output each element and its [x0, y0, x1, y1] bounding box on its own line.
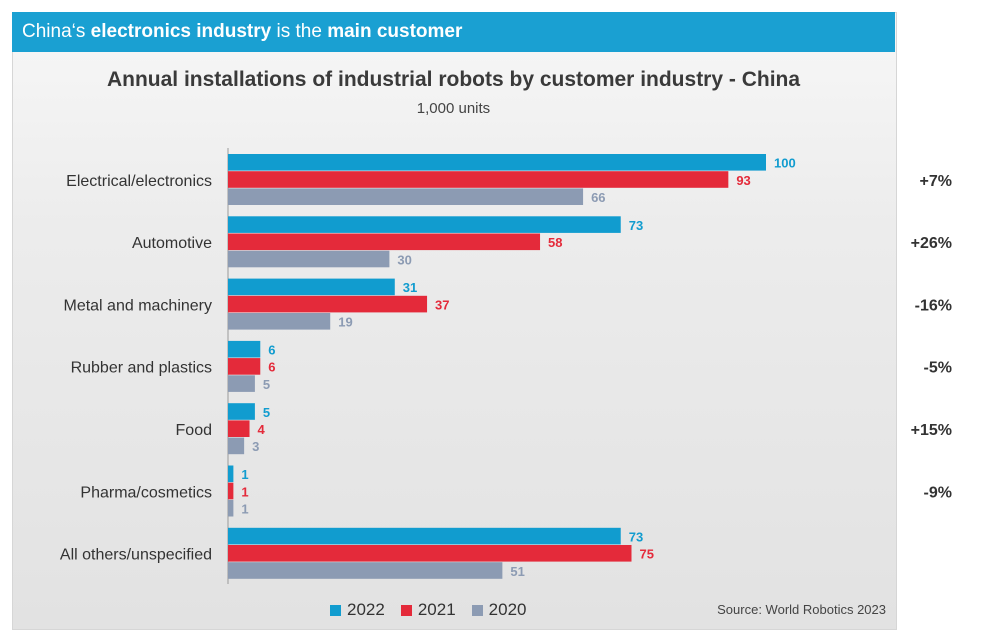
bar-2021-all-others-unspecified — [228, 545, 632, 562]
growth-label-automotive: +26% — [911, 235, 952, 252]
banner-part: is the — [271, 21, 328, 42]
value-label-2020-metal-and-machinery: 19 — [338, 315, 352, 330]
banner-part: China‘s — [22, 21, 91, 42]
bar-2020-metal-and-machinery — [228, 313, 331, 330]
bar-2021-food — [228, 420, 250, 437]
legend-label-2021: 2021 — [417, 600, 456, 619]
value-label-2021-food: 4 — [258, 422, 266, 437]
value-label-2021-electrical-electronics: 93 — [736, 173, 750, 188]
category-label-metal-and-machinery: Metal and machinery — [63, 297, 212, 314]
bar-2020-food — [228, 437, 245, 455]
bar-2022-electrical-electronics — [228, 154, 766, 171]
bar-2021-electrical-electronics — [228, 171, 729, 188]
bar-2022-automotive — [228, 216, 621, 233]
legend-item-2020: 2020 — [471, 600, 527, 620]
legend-label-2022: 2022 — [347, 600, 385, 619]
value-label-2020-automotive: 30 — [397, 252, 411, 267]
bar-2020-pharma-cosmetics — [228, 499, 234, 517]
value-label-2020-food: 3 — [252, 439, 259, 454]
bar-2020-electrical-electronics — [228, 188, 584, 205]
value-label-2022-pharma-cosmetics: 1 — [241, 467, 248, 482]
banner-part-bold: main customer — [327, 21, 463, 42]
bar-2022-food — [228, 403, 255, 420]
growth-label-food: +15% — [911, 422, 952, 439]
value-label-2022-metal-and-machinery: 31 — [403, 280, 417, 295]
value-label-2020-pharma-cosmetics: 1 — [241, 502, 248, 517]
chart-panel — [12, 12, 897, 630]
value-label-2021-metal-and-machinery: 37 — [435, 297, 449, 312]
growth-label-pharma-cosmetics: -9% — [924, 484, 952, 501]
growth-label-rubber-and-plastics: -5% — [924, 360, 952, 377]
bar-2022-pharma-cosmetics — [228, 465, 234, 483]
bar-2022-all-others-unspecified — [228, 527, 621, 545]
legend-swatch-2022 — [330, 604, 341, 616]
growth-label-metal-and-machinery: -16% — [915, 297, 952, 314]
category-label-electrical-electronics: Electrical/electronics — [66, 173, 212, 190]
category-label-pharma-cosmetics: Pharma/cosmetics — [80, 484, 212, 501]
legend-swatch-2020 — [471, 604, 483, 616]
growth-label-electrical-electronics: +7% — [920, 173, 952, 190]
value-label-2021-all-others-unspecified: 75 — [640, 547, 654, 562]
category-label-rubber-and-plastics: Rubber and plastics — [71, 360, 212, 377]
bar-2020-all-others-unspecified — [228, 562, 503, 579]
bar-2021-rubber-and-plastics — [228, 358, 261, 375]
value-label-2020-rubber-and-plastics: 5 — [263, 377, 270, 392]
value-label-2022-rubber-and-plastics: 6 — [268, 343, 275, 358]
category-label-automotive: Automotive — [132, 235, 212, 252]
source-note: Source: World Robotics 2023 — [717, 602, 886, 617]
chart-title: Annual installations of industrial robot… — [106, 68, 801, 91]
category-label-food: Food — [176, 422, 212, 439]
bar-2021-pharma-cosmetics — [228, 482, 234, 500]
value-label-2022-food: 5 — [263, 405, 270, 420]
value-label-2022-electrical-electronics: 100 — [774, 156, 796, 171]
bar-2020-rubber-and-plastics — [228, 375, 255, 392]
value-label-2020-all-others-unspecified: 51 — [510, 564, 524, 579]
bar-2021-metal-and-machinery — [228, 295, 428, 313]
value-label-2020-electrical-electronics: 66 — [591, 190, 605, 205]
bar-2021-automotive — [228, 233, 541, 251]
chart-legend: 2022 2021 2020 — [330, 600, 526, 620]
bar-2022-rubber-and-plastics — [228, 340, 261, 358]
banner-part-bold: electronics industry — [90, 21, 272, 42]
legend-swatch-2021 — [400, 604, 412, 616]
value-label-2021-rubber-and-plastics: 6 — [268, 360, 275, 375]
value-label-2021-automotive: 58 — [548, 235, 562, 250]
value-label-2021-pharma-cosmetics: 1 — [241, 484, 248, 499]
legend-label-2020: 2020 — [488, 600, 527, 619]
bar-2020-automotive — [228, 250, 390, 268]
chart-subtitle: 1,000 units — [416, 100, 491, 117]
headline-banner: China‘s electronics industry is the main… — [12, 12, 895, 52]
category-label-all-others-unspecified: All others/unspecified — [60, 547, 212, 564]
legend-item-2021: 2021 — [400, 600, 456, 620]
value-label-2022-all-others-unspecified: 73 — [629, 529, 643, 544]
bar-2022-metal-and-machinery — [228, 278, 395, 296]
value-label-2022-automotive: 73 — [629, 218, 643, 233]
legend-item-2022: 2022 — [330, 600, 385, 620]
